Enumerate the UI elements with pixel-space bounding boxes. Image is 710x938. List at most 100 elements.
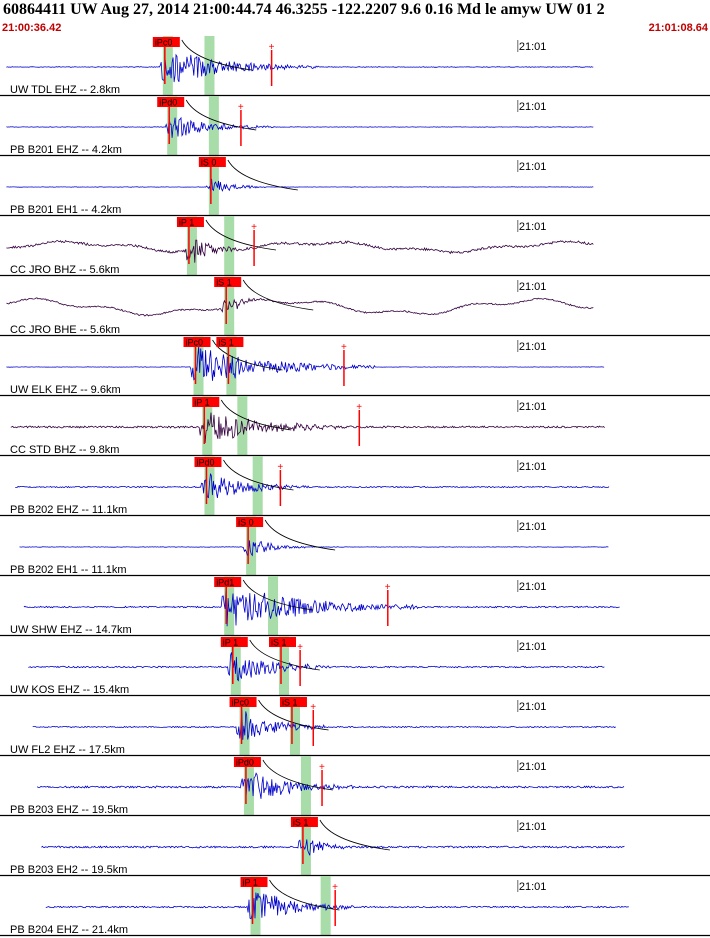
station-label: CC JRO BHZ -- 5.6km bbox=[10, 264, 119, 276]
pick-window bbox=[162, 36, 173, 96]
minute-tick-label: 21:01 bbox=[519, 401, 547, 413]
trace-panel: 21:01 iP 1 + CC JRO BHZ -- 5.6km bbox=[0, 216, 710, 277]
station-label: PB B203 EHZ -- 19.5km bbox=[10, 804, 128, 816]
pick-label: iP 1 bbox=[223, 638, 238, 648]
pick-window bbox=[268, 576, 279, 636]
pick-flag bbox=[183, 337, 211, 347]
coda-marker-sign: + bbox=[332, 882, 338, 893]
pick-label: iP 1 bbox=[243, 878, 258, 888]
pick-label: iPd0 bbox=[196, 458, 214, 468]
waveform-trace bbox=[6, 346, 605, 381]
pick-label: iS 0 bbox=[238, 518, 254, 528]
minute-tick-label: 21:01 bbox=[519, 461, 547, 473]
minute-tick-label: 21:01 bbox=[519, 281, 547, 293]
waveform-trace bbox=[6, 116, 594, 138]
pick-window bbox=[193, 336, 204, 396]
travel-time-curve bbox=[269, 879, 340, 911]
pick-label: iPc0 bbox=[232, 698, 250, 708]
trace-panel: 21:01 iPc0 iS 1 + UW FL2 EHZ -- 17.5km bbox=[0, 696, 710, 757]
waveform-trace bbox=[45, 892, 629, 920]
window-start-time: 21:00:36.42 bbox=[2, 22, 62, 34]
pick-window bbox=[252, 456, 263, 516]
trace-panel: 21:01 iS 0 PB B201 EH1 -- 4.2km bbox=[0, 156, 710, 217]
travel-time-curve bbox=[181, 39, 252, 71]
waveform-trace bbox=[23, 585, 620, 627]
event-title: 60864411 UW Aug 27, 2014 21:00:44.74 46.… bbox=[3, 1, 605, 18]
coda-marker-sign: + bbox=[269, 42, 275, 53]
pick-window bbox=[246, 516, 257, 576]
minute-tick-label: 21:01 bbox=[519, 101, 547, 113]
pick-label: iS 1 bbox=[282, 698, 298, 708]
trace-panel: 21:01 iS 0 PB B202 EH1 -- 11.1km bbox=[0, 516, 710, 577]
pick-window bbox=[204, 36, 215, 96]
pick-flag bbox=[216, 337, 244, 347]
coda-marker-sign: + bbox=[310, 702, 316, 713]
pick-flag bbox=[176, 217, 204, 227]
pick-window bbox=[224, 276, 235, 336]
pick-label: iPd0 bbox=[236, 758, 254, 768]
minute-tick-label: 21:01 bbox=[519, 701, 547, 713]
station-label: PB B204 EHZ -- 21.4km bbox=[10, 924, 128, 936]
pick-window bbox=[239, 696, 250, 756]
pick-window bbox=[279, 636, 289, 696]
travel-time-curve bbox=[319, 819, 390, 851]
minute-tick-label: 21:01 bbox=[519, 881, 547, 893]
pick-flag bbox=[279, 697, 307, 707]
travel-time-curve bbox=[220, 399, 292, 431]
station-label: UW ELK EHZ -- 9.6km bbox=[10, 384, 121, 396]
waveform-trace bbox=[10, 412, 605, 444]
station-label: PB B203 EH2 -- 19.5km bbox=[10, 864, 127, 876]
minute-tick-label: 21:01 bbox=[519, 221, 547, 233]
pick-label: iS 1 bbox=[218, 338, 234, 348]
station-label: CC JRO BHE -- 5.6km bbox=[10, 324, 120, 336]
pick-flag bbox=[236, 517, 264, 527]
pick-label: iPd0 bbox=[159, 98, 177, 108]
waveform-trace bbox=[6, 178, 594, 192]
pick-label: iPc0 bbox=[155, 38, 173, 48]
pick-label: iPc0 bbox=[186, 338, 204, 348]
trace-panel: 21:01 iP 1 + PB B204 EHZ -- 21.4km bbox=[0, 876, 710, 937]
waveform-trace bbox=[6, 297, 594, 317]
pick-window bbox=[186, 216, 197, 276]
minute-tick-label: 21:01 bbox=[519, 581, 547, 593]
travel-time-curve bbox=[242, 279, 314, 311]
trace-panel: 21:01 iPc0 + UW TDL EHZ -- 2.8km bbox=[0, 36, 710, 97]
pick-label: iS 1 bbox=[293, 818, 309, 828]
pick-flag bbox=[152, 37, 180, 47]
waveform-trace bbox=[19, 540, 609, 557]
minute-tick-label: 21:01 bbox=[519, 161, 547, 173]
window-end-time: 21:01:08.64 bbox=[648, 22, 708, 34]
seismogram-plot: 21:01 iPc0 + UW TDL EHZ -- 2.8km 21:01 iPd0 + P… bbox=[0, 36, 710, 937]
pick-flag bbox=[240, 877, 268, 887]
travel-time-curve bbox=[227, 159, 298, 191]
pick-flag bbox=[157, 97, 185, 107]
station-label: PB B201 EHZ -- 4.2km bbox=[10, 144, 122, 156]
pick-flag bbox=[214, 577, 242, 587]
minute-tick-label: 21:01 bbox=[519, 521, 547, 533]
coda-marker-sign: + bbox=[319, 762, 325, 773]
trace-panel: 21:01 iPc0 iS 1 + UW ELK EHZ -- 9.6km bbox=[0, 336, 710, 397]
pick-label: iS 1 bbox=[216, 278, 232, 288]
station-label: UW TDL EHZ -- 2.8km bbox=[10, 84, 120, 96]
coda-marker-sign: + bbox=[297, 642, 303, 653]
pick-flag bbox=[229, 697, 257, 707]
coda-marker-sign: + bbox=[356, 402, 362, 413]
trace-panel: 21:01 iS 1 CC JRO BHE -- 5.6km bbox=[0, 276, 710, 337]
travel-time-curve bbox=[185, 99, 257, 131]
trace-panel: 21:01 iP 1 + CC STD BHZ -- 9.8km bbox=[0, 396, 710, 457]
coda-marker-sign: + bbox=[277, 462, 283, 473]
pick-flag bbox=[214, 277, 242, 287]
coda-marker-sign: + bbox=[238, 102, 244, 113]
waveform-trace bbox=[28, 652, 605, 682]
pick-label: iS 1 bbox=[271, 638, 287, 648]
minute-tick-label: 21:01 bbox=[519, 41, 547, 53]
waveform-trace bbox=[6, 53, 594, 83]
pick-label: iP 1 bbox=[179, 218, 194, 228]
pick-flag bbox=[220, 637, 248, 647]
coda-marker-sign: + bbox=[251, 222, 257, 233]
station-label: CC STD BHZ -- 9.8km bbox=[10, 444, 119, 456]
pick-flag bbox=[269, 637, 296, 647]
trace-panel: 21:01 iPd0 + PB B201 EHZ -- 4.2km bbox=[0, 96, 710, 157]
coda-marker-sign: + bbox=[341, 342, 347, 353]
pick-flag bbox=[192, 397, 220, 407]
